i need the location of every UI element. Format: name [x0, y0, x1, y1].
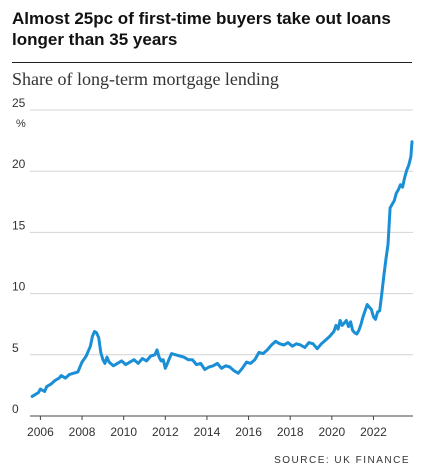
x-tick-label: 2012 [152, 425, 179, 439]
x-tick-label: 2006 [27, 425, 54, 439]
axis-tick-labels: 0 5 10 15 20 25 2006 2008 2010 2012 2014 2016 2018 20… [12, 96, 387, 439]
y-tick-label: 25 [12, 96, 26, 110]
y-tick-label: 0 [12, 402, 19, 416]
y-tick-label: 10 [12, 280, 26, 294]
x-tick-label: 2018 [277, 425, 304, 439]
y-tick-label: 15 [12, 218, 26, 232]
x-tick-label: 2022 [360, 425, 387, 439]
y-unit-label: % [16, 118, 26, 130]
x-tick-label: 2010 [110, 425, 137, 439]
title-rule [12, 62, 412, 63]
source-note: SOURCE: UK FINANCE [274, 455, 410, 466]
chart-subtitle: Share of long-term mortgage lending [12, 69, 279, 89]
x-tick-label: 2020 [318, 425, 345, 439]
y-tick-label: 20 [12, 157, 26, 171]
grid-lines [30, 109, 413, 420]
series-line [30, 140, 414, 398]
x-tick-label: 2014 [194, 425, 221, 439]
x-tick-label: 2008 [69, 425, 96, 439]
series-layer [30, 140, 414, 398]
chart-title: Almost 25pc of first-time buyers take ou… [12, 9, 391, 49]
x-tick-label: 2016 [235, 425, 262, 439]
y-tick-label: 5 [12, 341, 19, 355]
